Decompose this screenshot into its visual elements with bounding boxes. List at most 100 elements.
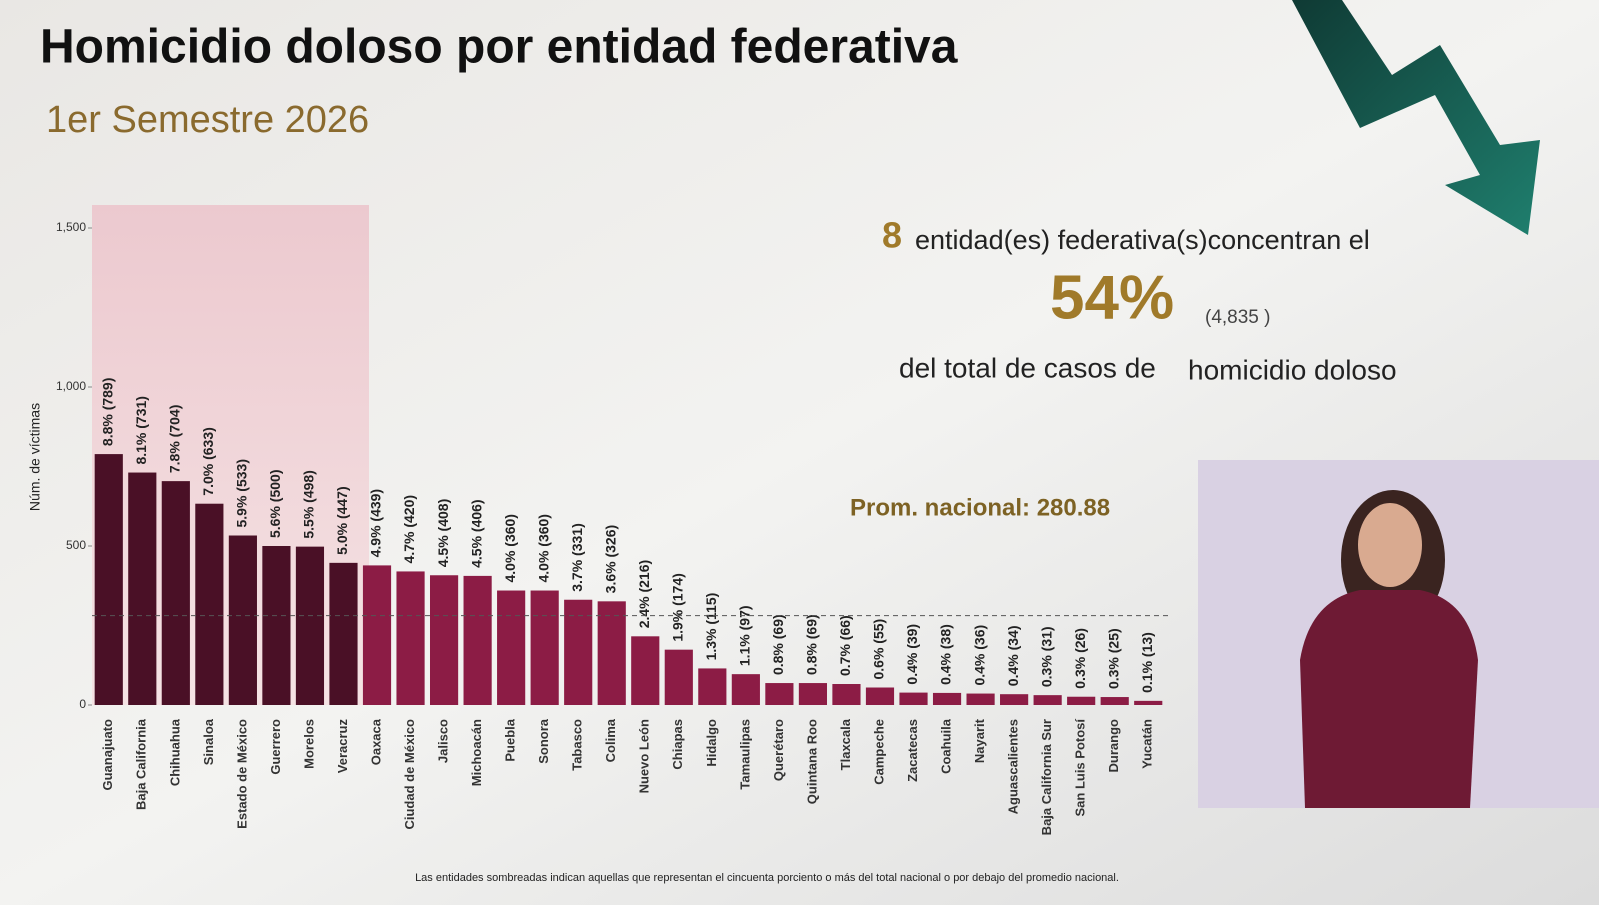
value-label: 0.4% (36) — [971, 625, 987, 686]
value-label: 1.3% (115) — [703, 593, 719, 661]
x-tick-label: Tamaulipas — [737, 719, 752, 790]
x-tick-label: Aguascalientes — [1006, 719, 1021, 814]
x-tick-label: Nayarit — [972, 718, 987, 763]
y-tick-label: 1,000 — [56, 379, 86, 393]
value-label: 0.1% (13) — [1139, 632, 1155, 693]
x-tick-label: Zacatecas — [905, 719, 920, 782]
x-tick-label: San Luis Potosí — [1073, 719, 1088, 817]
decor-arrow — [1292, 0, 1540, 235]
value-label: 5.5% (498) — [301, 470, 317, 538]
x-tick-label: Chihuahua — [167, 718, 182, 786]
bar — [564, 599, 593, 705]
y-tick-label: 1,500 — [56, 220, 86, 234]
subtitle: 1er Semestre 2026 — [46, 99, 369, 141]
x-tick-label: Sonora — [536, 718, 551, 764]
y-tick-label: 500 — [66, 538, 86, 552]
x-tick-label: Puebla — [503, 718, 518, 761]
bar — [1134, 700, 1163, 705]
x-tick-label: Nuevo León — [637, 719, 652, 793]
value-label: 0.8% (69) — [804, 614, 820, 675]
value-label: 0.8% (69) — [770, 614, 786, 675]
value-label: 1.9% (174) — [670, 573, 686, 641]
bar — [228, 535, 257, 705]
value-label: 3.6% (326) — [602, 525, 618, 593]
value-label: 0.3% (25) — [1105, 628, 1121, 689]
x-tick-label: Baja California Sur — [1039, 719, 1054, 835]
bar — [1000, 694, 1029, 705]
bar — [362, 565, 392, 705]
value-label: 0.6% (55) — [871, 619, 887, 680]
x-tick-label: Oaxaca — [368, 718, 383, 765]
value-label: 0.4% (39) — [904, 624, 920, 685]
bar — [497, 590, 526, 705]
x-tick-label: Ciudad de México — [402, 719, 417, 830]
value-label: 1.1% (97) — [737, 605, 753, 666]
bar — [195, 503, 224, 705]
callout-text3: homicidio doloso — [1188, 354, 1397, 385]
value-label: 7.8% (704) — [167, 405, 183, 473]
value-label: 4.7% (420) — [401, 495, 417, 563]
x-tick-label: Morelos — [301, 719, 316, 769]
x-tick-label: Jalisco — [436, 719, 451, 763]
callout-count: 8 — [882, 215, 902, 256]
bar — [865, 687, 895, 705]
x-tick-label: Estado de México — [234, 719, 249, 829]
value-label: 0.7% (66) — [837, 615, 853, 676]
value-label: 0.4% (38) — [938, 624, 954, 685]
bar — [765, 683, 794, 705]
x-tick-label: Tabasco — [570, 719, 585, 771]
x-tick-label: Campeche — [871, 719, 886, 785]
callout-total: (4,835 ) — [1205, 307, 1270, 328]
bar — [262, 546, 291, 705]
bar — [530, 590, 559, 705]
x-tick-label: Guanajuato — [100, 719, 115, 791]
value-label: 5.0% (447) — [334, 486, 350, 554]
value-label: 4.5% (408) — [435, 499, 451, 567]
bar — [329, 562, 358, 705]
bar — [597, 601, 626, 705]
interpreter-video — [1198, 460, 1599, 808]
value-label: 0.4% (34) — [1005, 625, 1021, 686]
value-label: 4.0% (360) — [535, 514, 551, 582]
bar — [832, 684, 861, 705]
x-tick-label: Baja California — [134, 718, 149, 810]
x-tick-label: Sinaloa — [201, 718, 216, 765]
body — [1300, 590, 1478, 808]
x-tick-label: Yucatán — [1140, 719, 1155, 769]
x-tick-label: Hidalgo — [704, 719, 719, 767]
value-label: 3.7% (331) — [569, 523, 585, 591]
value-label: 5.9% (533) — [234, 459, 250, 527]
value-label: 0.3% (26) — [1072, 628, 1088, 689]
x-tick-label: Quintana Roo — [804, 719, 819, 804]
x-tick-label: Durango — [1106, 719, 1121, 773]
face — [1358, 503, 1422, 587]
average-label: Prom. nacional: 280.88 — [850, 494, 1110, 521]
x-tick-label: Coahuila — [938, 718, 953, 774]
x-tick-label: Veracruz — [335, 719, 350, 774]
note: Las entidades sombreadas indican aquella… — [415, 872, 1119, 884]
callout-percent: 54% — [1050, 263, 1174, 332]
bar — [1067, 696, 1096, 705]
value-label: 4.5% (406) — [468, 499, 484, 567]
callout-text2: del total de casos de — [899, 352, 1156, 383]
bar — [631, 636, 660, 705]
value-label: 4.9% (439) — [368, 489, 384, 557]
y-axis-label: Núm. de víctimas — [27, 403, 43, 511]
bar — [429, 575, 459, 705]
bar — [966, 693, 995, 705]
bar — [463, 575, 492, 705]
callout-text: entidad(es) federativa(s)concentran el — [915, 225, 1370, 255]
bar — [698, 668, 727, 705]
y-tick-label: 0 — [79, 697, 86, 711]
bar — [295, 546, 325, 705]
value-label: 8.1% (731) — [133, 396, 149, 464]
bar — [731, 674, 760, 705]
bar — [798, 683, 828, 705]
value-label: 5.6% (500) — [267, 470, 283, 538]
x-tick-label: Guerrero — [268, 719, 283, 775]
bar — [128, 472, 157, 705]
bar — [94, 454, 123, 705]
bar — [664, 649, 693, 705]
